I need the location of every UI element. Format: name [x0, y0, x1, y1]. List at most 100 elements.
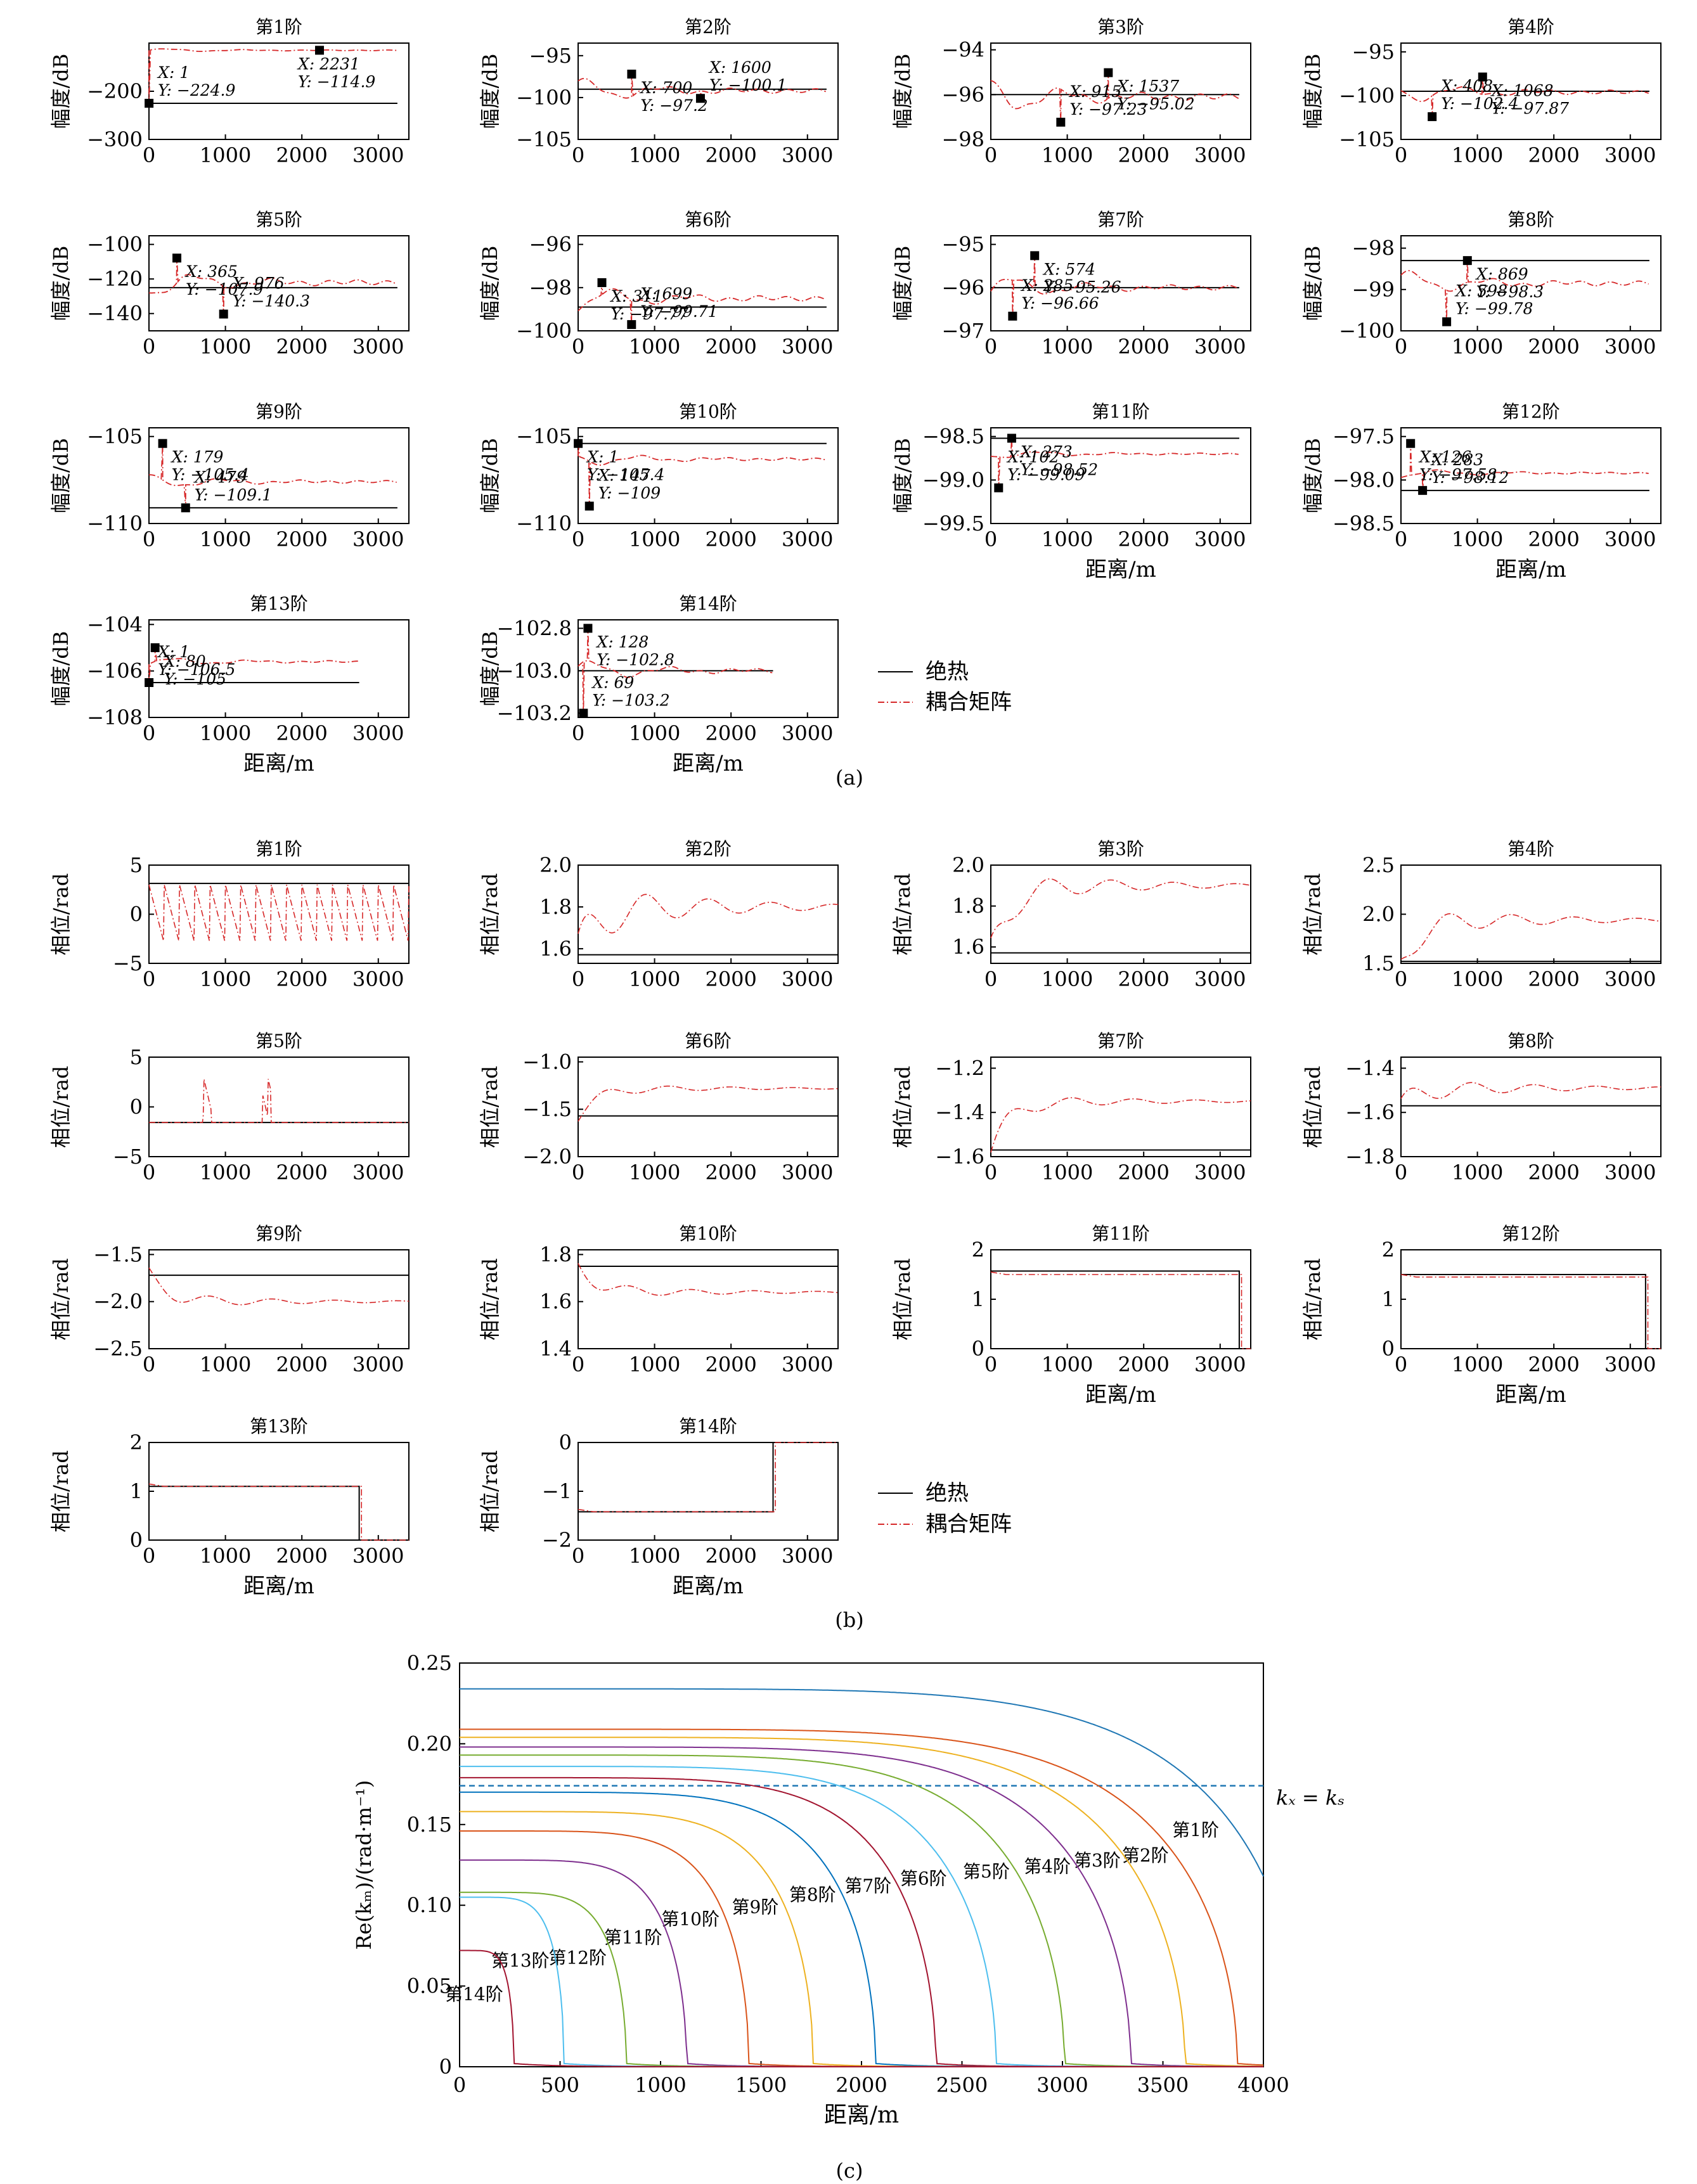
datatip-marker-a10: [584, 501, 594, 511]
x-tick-label-b5: 0: [143, 1160, 155, 1185]
y-tick-label-b14: −1: [542, 1479, 572, 1503]
panel-c-wavenumber: 0 500 1000 1500 2000 2500 3000 3500 4000 0 0.05 0.1…: [352, 1651, 1345, 2128]
y-tick-label-b11: 1: [972, 1287, 984, 1311]
x-tick-label-a5: 0: [143, 335, 155, 359]
y-tick-label-b9: −2.5: [93, 1337, 143, 1361]
coupled-line-b13: [148, 1483, 409, 1541]
x-tick-label-b6: 2000: [705, 1160, 756, 1185]
x-tick-label-a7: 1000: [1042, 335, 1093, 359]
x-tick-label-a1: 1000: [200, 143, 251, 167]
x-tick-label-a11: 1000: [1042, 527, 1093, 551]
x-tick-label-a9: 2000: [276, 527, 327, 551]
y-tick-label-a8: −99: [1352, 278, 1395, 302]
x-tick-label-b10: 0: [572, 1352, 584, 1377]
amplitude-subplot-13: 第13阶 0 1000 2000 3000 −104 −106 −108 幅度/dB 距离/m X:…: [49, 593, 410, 776]
subplot-title-b2: 第2阶: [685, 838, 732, 859]
x-tick-label-a8: 2000: [1528, 335, 1579, 359]
datatip-y-a13: Y: −106.5: [158, 660, 235, 679]
subplot-title-b10: 第10阶: [679, 1223, 737, 1244]
y-axis-label-b5: 相位/rad: [49, 1066, 73, 1148]
y-tick-label-b4: 2.5: [1362, 853, 1395, 877]
y-tick-label-b13: 2: [130, 1430, 143, 1455]
datatip-marker-a12: [1406, 439, 1416, 448]
plot-frame-a10: [577, 427, 839, 524]
y-tick-label-a1: −200: [87, 79, 143, 103]
y-axis-label-b14: 相位/rad: [478, 1450, 502, 1532]
datatip-marker-a4: [1478, 72, 1487, 82]
x-tick-label-a10: 2000: [705, 527, 756, 551]
datatip-marker-a14: [583, 624, 593, 633]
y-axis-label-a12: 幅度/dB: [1301, 438, 1325, 513]
y-tick-label-b4: 2.0: [1362, 903, 1395, 927]
x-tick-label-b3: 1000: [1042, 967, 1093, 991]
subplot-title-b1: 第1阶: [255, 838, 302, 859]
coupled-line-a3: [990, 72, 1239, 122]
subplot-title-a3: 第3阶: [1097, 16, 1144, 37]
y-axis-label-a10: 幅度/dB: [478, 438, 502, 513]
y-axis-label-a8: 幅度/dB: [1301, 246, 1325, 321]
datatip-x-a8: X: 869: [1475, 265, 1528, 283]
datatip-x-a11: X: 102: [1006, 448, 1059, 466]
coupled-line-b5: [149, 1079, 409, 1123]
legend-b-label-coupled: 耦合矩阵: [926, 1512, 1012, 1537]
x-tick-label-a12: 1000: [1452, 527, 1503, 551]
y-tick-label-b12: 0: [1382, 1337, 1395, 1361]
datatip-marker-a1: [315, 46, 325, 55]
coupled-line-a11: [990, 438, 1239, 488]
datatip-y-a1: Y: −224.9: [158, 81, 235, 100]
datatip-marker-a11: [994, 483, 1003, 492]
adiabatic-line-b11: [991, 1270, 1251, 1349]
y-tick-label-a13: −108: [87, 705, 143, 729]
plot-frame-b3: [990, 864, 1251, 964]
subplot-title-a12: 第12阶: [1502, 401, 1560, 422]
subplot-title-a2: 第2阶: [685, 16, 732, 37]
x-tick-label-b5: 3000: [352, 1160, 404, 1185]
plot-frame-a8: [1400, 235, 1662, 331]
x-tick-label-a7: 3000: [1194, 335, 1246, 359]
datatip-marker-a6: [597, 278, 607, 287]
x-tick-label-b10: 2000: [705, 1352, 756, 1377]
y-axis-label-b13: 相位/rad: [49, 1450, 73, 1532]
datatip-x-a8: X: 598: [1454, 282, 1507, 300]
subplot-title-b14: 第14阶: [679, 1416, 737, 1437]
coupled-line-a9: [149, 443, 397, 508]
y-tick-label-b10: 1.4: [539, 1337, 572, 1361]
y-tick-label-b12: 1: [1382, 1287, 1395, 1311]
y-tick-label-b3: 1.6: [952, 935, 984, 959]
x-axis-label-c: 距离/m: [824, 2102, 899, 2128]
coupled-line-b7: [990, 1097, 1251, 1153]
datatip-y-a7: Y: −95.26: [1043, 278, 1121, 296]
subplot-title-a7: 第7阶: [1097, 209, 1144, 230]
y-tick-label-a8: −100: [1339, 319, 1395, 343]
y-axis-label-b6: 相位/rad: [478, 1066, 502, 1148]
x-tick-label-b1: 2000: [276, 967, 327, 991]
plot-frame-b12: [1400, 1249, 1662, 1349]
coupled-line-b3: [990, 878, 1251, 939]
x-tick-label-a10: 3000: [782, 527, 833, 551]
y-tick-label-b5: 5: [130, 1045, 143, 1069]
y-tick-label-a2: −105: [516, 127, 572, 151]
subplot-title-b5: 第5阶: [255, 1031, 302, 1051]
x-tick-label-a13: 1000: [200, 721, 251, 745]
y-tick-label-b9: −2.0: [93, 1290, 143, 1314]
datatip-marker-a7: [1008, 311, 1017, 321]
plot-frame-a12: [1400, 427, 1662, 524]
datatip-x-a9: X: 479: [193, 468, 247, 486]
datatip-y-a12: Y: −97.58: [1419, 466, 1497, 484]
x-tick-label-a2: 2000: [705, 143, 756, 167]
x-tick-label-b3: 3000: [1194, 967, 1246, 991]
plot-frame-a7: [990, 235, 1251, 331]
coupled-line-a7: [990, 255, 1239, 316]
legend-b-label-adiabatic: 绝热: [926, 1481, 969, 1506]
y-tick-label-b11: 0: [972, 1337, 984, 1361]
y-tick-label-b14: 0: [559, 1430, 572, 1455]
plot-frame-a11: [990, 427, 1251, 524]
y-tick-label-a12: −98.5: [1332, 511, 1395, 536]
x-tick-label-b9: 2000: [276, 1352, 327, 1377]
phase-subplot-2: 第2阶 0 1000 2000 3000 2.0 1.8 1.6 相位/rad: [478, 838, 839, 991]
y-tick-label-a4: −100: [1339, 84, 1395, 108]
x-tick-label-b12: 3000: [1604, 1352, 1656, 1377]
mode-curve-7: [460, 1776, 1263, 2067]
